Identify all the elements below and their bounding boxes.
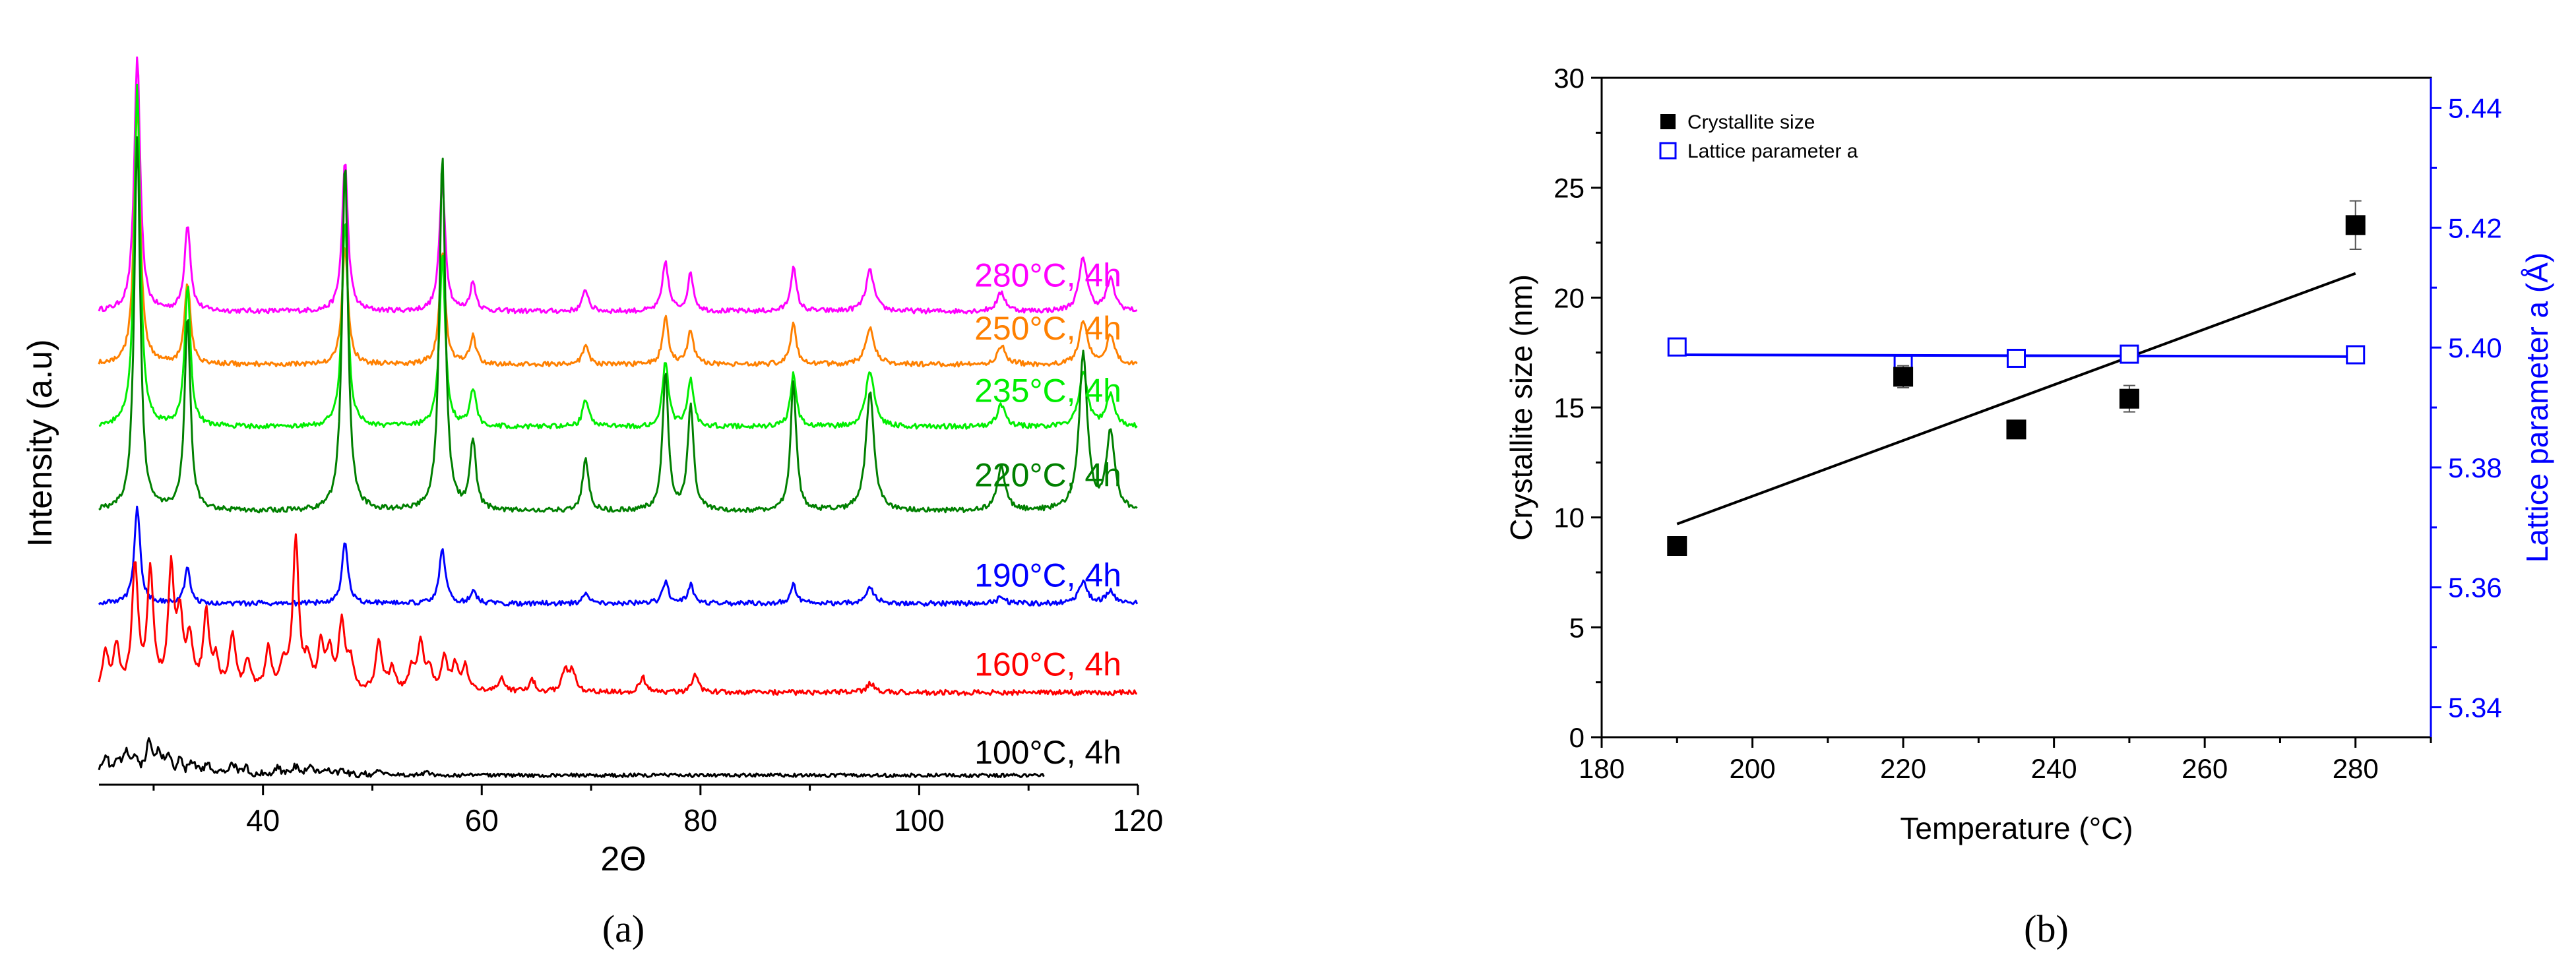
temperature-x-tick-label: 180: [1579, 753, 1625, 784]
crystallite-y-tick-label: 15: [1554, 392, 1585, 423]
lattice-y-tick-label: 5.44: [2448, 92, 2502, 123]
xrd-traces: [98, 56, 1139, 779]
xrd-series-label: 220°C, 4h: [974, 457, 1121, 494]
temperature-x-ticks: 180 200 220 240 260 280: [1579, 737, 2432, 784]
temperature-x-tick-label: 200: [1730, 753, 1776, 784]
crystallite-point: [1667, 536, 1687, 556]
crystallite-y-tick-label: 10: [1554, 502, 1585, 533]
xrd-series-label: 280°C, 4h: [974, 257, 1121, 293]
lattice-y-tick-label: 5.38: [2448, 452, 2502, 483]
xrd-x-tick-label: 60: [465, 803, 499, 837]
fit-lines: [1676, 272, 2356, 526]
xrd-series-label: 250°C, 4h: [974, 310, 1121, 347]
temperature-x-tick-label: 220: [1880, 753, 1926, 784]
crystallite-y-tick-label: 5: [1569, 612, 1585, 643]
lattice-y-tick-label: 5.34: [2448, 692, 2502, 723]
legend: Crystallite size Lattice parameter a: [1659, 111, 1858, 162]
temperature-x-tick-label: 240: [2031, 753, 2077, 784]
temperature-x-axis-title: Temperature (°C): [1900, 811, 2133, 845]
plot-frame: [1600, 76, 2432, 739]
xrd-series-label: 100°C, 4h: [974, 734, 1121, 771]
crystallite-y-tick-label: 25: [1554, 173, 1585, 204]
lattice-point: [2346, 345, 2366, 365]
xrd-y-axis-title: Intensity (a.u): [21, 339, 59, 547]
lattice-point: [1667, 337, 1687, 357]
crystallite-y-axis-title: Crystallite size (nm): [1504, 274, 1538, 541]
lattice-y-axis-title: Lattice parameter a (Å): [2520, 253, 2554, 562]
xrd-series-label: 160°C, 4h: [974, 646, 1121, 682]
xrd-trace: [98, 737, 1045, 779]
xrd-x-ticks: 40 60 80 100 120: [152, 785, 1164, 837]
crystallite-y-tick-label: 20: [1554, 282, 1585, 313]
crystallite-point: [2119, 388, 2139, 409]
legend-marker-lattice: [1659, 142, 1677, 160]
legend-label-lattice: Lattice parameter a: [1687, 140, 1858, 162]
xrd-x-tick-label: 100: [894, 803, 945, 837]
xrd-series-labels: 280°C, 4h 250°C, 4h 235°C, 4h 220°C, 4h 190°…: [974, 257, 1121, 770]
xrd-trace: [98, 505, 1139, 607]
crystallite-y-ticks: 0 5 10 15 20 25 30: [1554, 63, 1602, 753]
xrd-x-tick-label: 80: [683, 803, 717, 837]
xrd-trace: [98, 136, 1138, 514]
crystallite-point: [2006, 419, 2026, 440]
xrd-x-tick-label: 120: [1113, 803, 1164, 837]
xrd-panel: 280°C, 4h 250°C, 4h 235°C, 4h 220°C, 4h 190°…: [21, 56, 1164, 950]
xrd-x-tick-label: 40: [246, 803, 280, 837]
lattice-point: [2120, 344, 2139, 364]
temperature-x-tick-label: 260: [2182, 753, 2228, 784]
crystallite-y-tick-label: 0: [1569, 722, 1585, 753]
xrd-trace: [98, 83, 1138, 430]
crystallite-fit-line: [1676, 272, 2356, 526]
temperature-x-tick-label: 280: [2333, 753, 2379, 784]
xrd-series-label: 190°C, 4h: [974, 557, 1121, 593]
xrd-x-axis-title: 2Θ: [600, 840, 646, 878]
lattice-point: [2007, 348, 2026, 368]
crystallite-panel: 180 200 220 240 260 280 0 5 10 15 20 25 30 5.34 5.36…: [1504, 63, 2554, 950]
lattice-y-ticks: 5.34 5.36 5.38 5.40 5.42 5.44: [2431, 92, 2502, 723]
xrd-trace: [98, 56, 1138, 315]
panel-b-label: (b): [2024, 907, 2069, 950]
crystallite-point: [1893, 367, 1914, 387]
crystallite-y-tick-label: 30: [1554, 63, 1585, 94]
xrd-trace: [98, 533, 1137, 696]
data-points: [1667, 200, 2366, 556]
lattice-y-tick-label: 5.42: [2448, 212, 2502, 243]
xrd-trace: [98, 100, 1138, 368]
xrd-series-label: 235°C, 4h: [974, 373, 1121, 409]
panel-a-label: (a): [602, 907, 644, 950]
lattice-y-tick-label: 5.40: [2448, 332, 2502, 363]
legend-label-crystallite: Crystallite size: [1687, 111, 1815, 133]
lattice-y-tick-label: 5.36: [2448, 572, 2502, 603]
crystallite-point: [2345, 215, 2366, 235]
legend-marker-crystallite: [1660, 114, 1676, 129]
